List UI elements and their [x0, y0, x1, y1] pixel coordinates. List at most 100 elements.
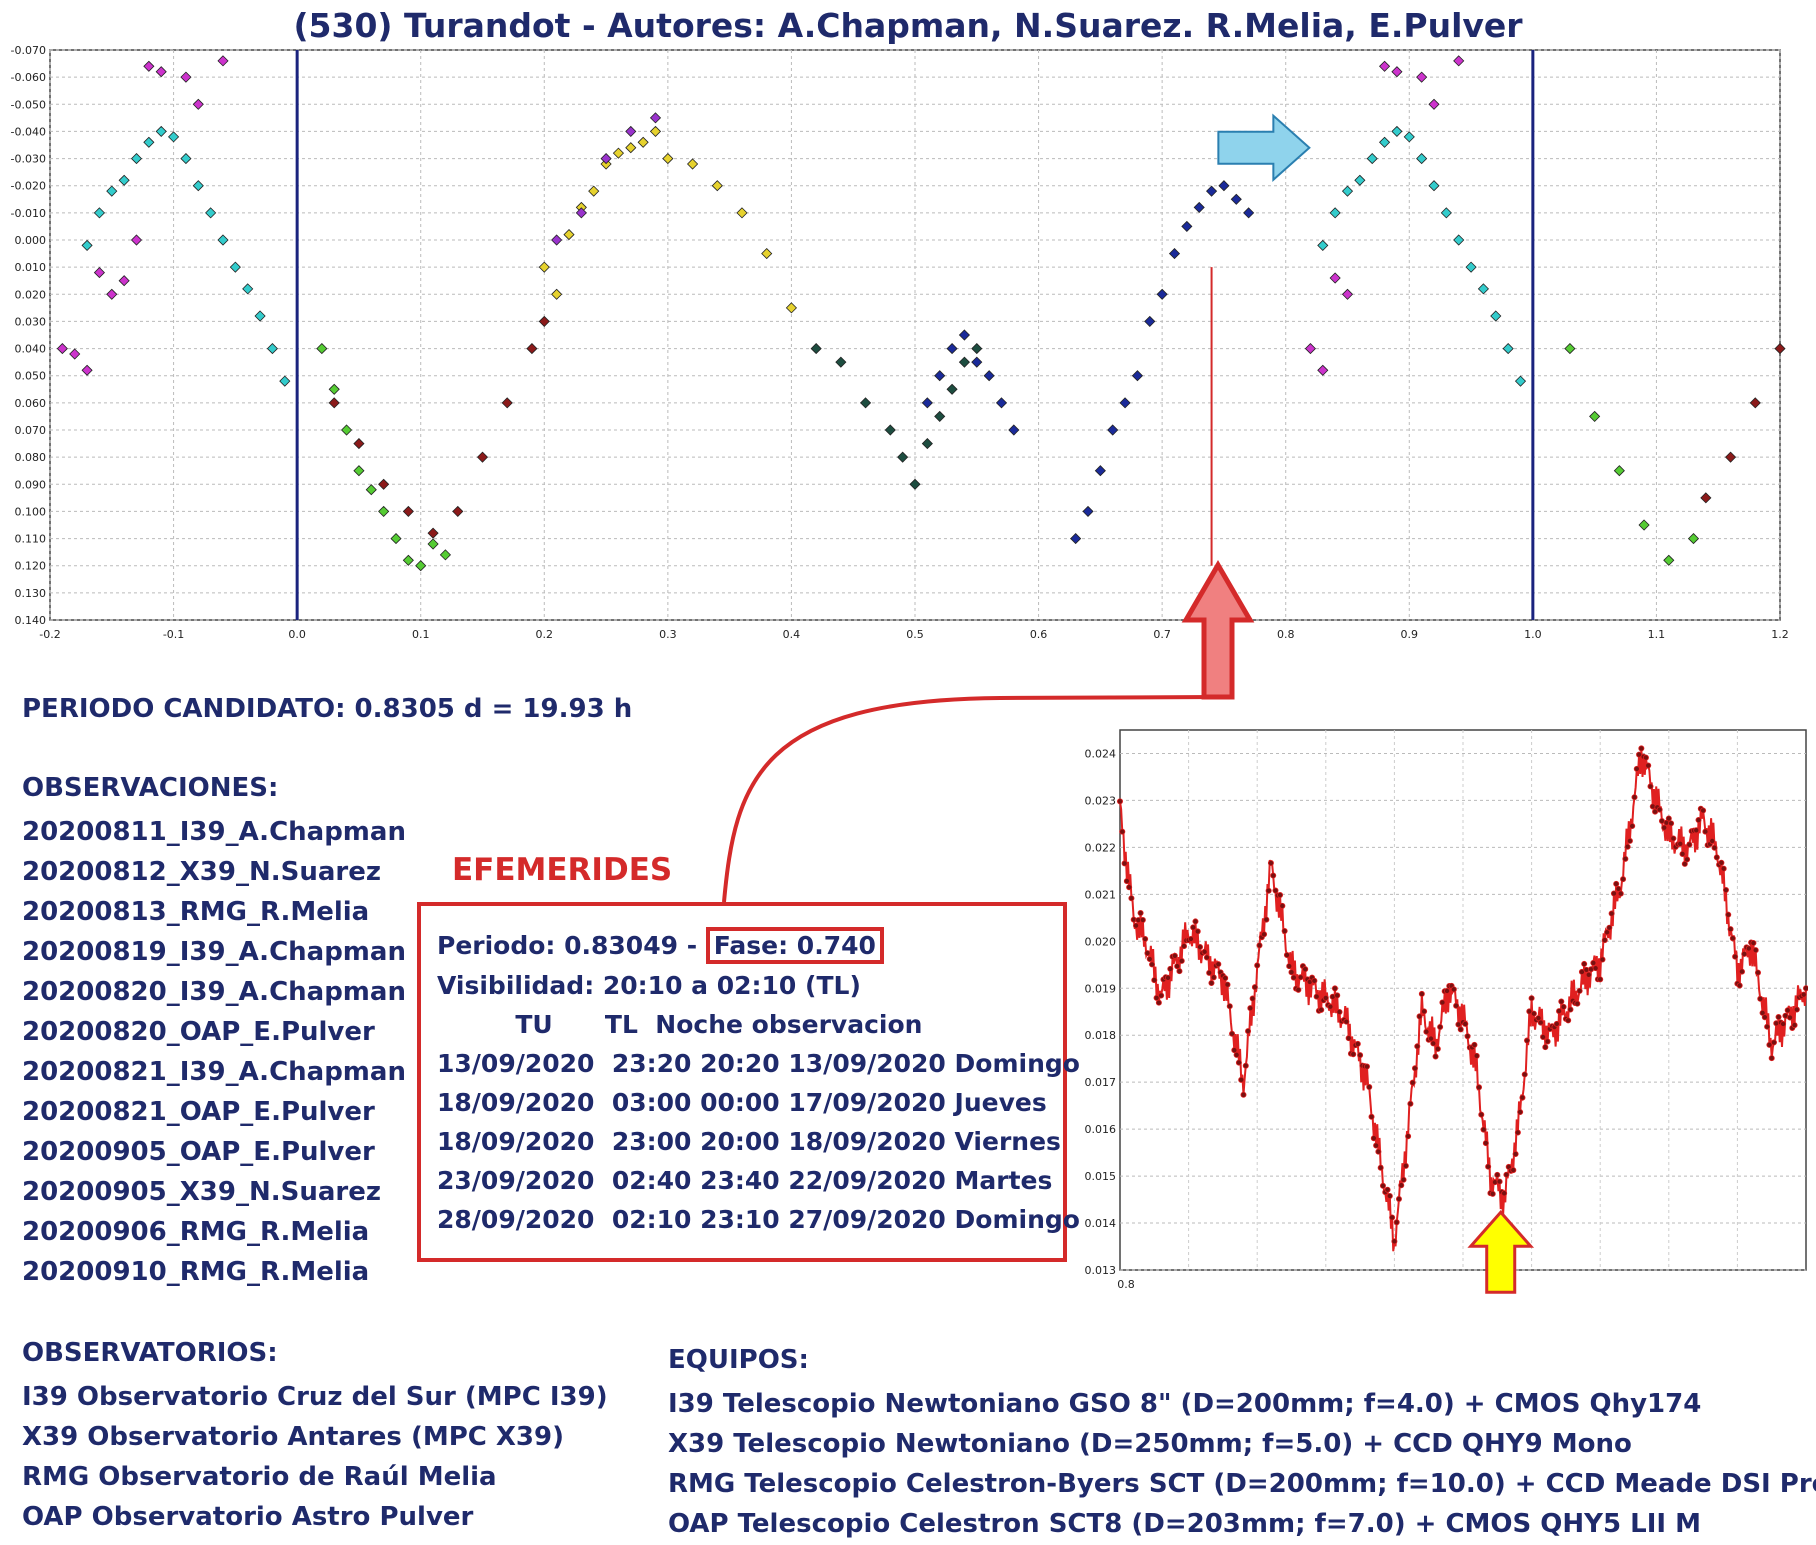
inset-data-point	[1784, 1007, 1791, 1014]
inset-data-point	[1565, 1017, 1572, 1024]
data-point	[921, 397, 933, 409]
inset-y-tick-label: 0.022	[1085, 841, 1117, 854]
observacion-item: 20200905_X39_N.Suarez	[22, 1177, 381, 1207]
inset-data-point	[1178, 957, 1185, 964]
inset-data-point	[1418, 990, 1425, 997]
data-point	[810, 343, 822, 355]
inset-data-point	[1238, 1076, 1245, 1083]
inset-data-point	[1754, 969, 1761, 976]
y-tick-label: 0.020	[15, 288, 47, 301]
data-point	[341, 424, 353, 436]
data-point	[106, 185, 118, 197]
data-point	[501, 397, 513, 409]
data-point	[761, 248, 773, 260]
data-point	[378, 505, 390, 517]
inset-data-point	[1494, 1171, 1501, 1178]
data-point	[353, 465, 365, 477]
data-point	[600, 153, 612, 165]
inset-data-point	[1295, 986, 1302, 993]
data-point	[1700, 492, 1712, 504]
inset-data-point	[1421, 1008, 1428, 1015]
data-point	[687, 158, 699, 170]
inset-data-point	[1489, 1190, 1496, 1197]
inset-data-point	[1464, 1033, 1471, 1040]
inset-data-point	[1800, 991, 1807, 998]
observatorios-heading: OBSERVATORIOS:	[22, 1338, 278, 1368]
inset-data-point	[1613, 880, 1620, 887]
data-point	[711, 180, 723, 192]
inset-data-point	[1242, 1062, 1249, 1069]
data-point	[1329, 272, 1341, 284]
efemerides-periodo: Periodo: 0.83049 -	[437, 931, 706, 960]
inset-data-point	[1155, 999, 1162, 1006]
inset-data-point	[1215, 961, 1222, 968]
efemerides-visibilidad: Visibilidad: 20:10 a 02:10 (TL)	[437, 971, 861, 1000]
inset-data-point	[1725, 911, 1732, 918]
inset-y-tick-label: 0.017	[1085, 1076, 1117, 1089]
y-tick-label: -0.020	[11, 180, 46, 193]
inset-data-point	[1736, 982, 1743, 989]
inset-data-point	[1377, 1164, 1384, 1171]
data-point	[1379, 136, 1391, 148]
inset-data-point	[1482, 1140, 1489, 1147]
inset-data-point	[1631, 794, 1638, 801]
y-tick-label: -0.040	[11, 125, 46, 138]
inset-data-point	[1558, 998, 1565, 1005]
inset-data-point	[1761, 1014, 1768, 1021]
inset-data-point	[1123, 878, 1130, 885]
data-point	[353, 438, 365, 450]
data-point	[946, 343, 958, 355]
inset-y-tick-label: 0.020	[1085, 935, 1117, 948]
inset-data-point	[1757, 995, 1764, 1002]
inset-data-point	[1267, 860, 1274, 867]
inset-data-point	[1601, 937, 1608, 944]
inset-data-point	[1711, 844, 1718, 851]
data-point	[1354, 174, 1366, 186]
inset-data-point	[1437, 1023, 1444, 1030]
efemerides-box: Periodo: 0.83049 - Fase: 0.740 Visibilid…	[417, 902, 1080, 1262]
inset-data-point	[1345, 1035, 1352, 1042]
inset-data-point	[1142, 935, 1149, 942]
data-point	[81, 364, 93, 376]
inset-y-tick-label: 0.024	[1085, 747, 1117, 760]
inset-data-point	[1745, 945, 1752, 952]
data-point	[1156, 288, 1168, 300]
observaciones-heading: OBSERVACIONES:	[22, 773, 279, 803]
inset-data-point	[1302, 966, 1309, 973]
equipo-item: OAP Telescopio Celestron SCT8 (D=203mm; …	[668, 1509, 1701, 1539]
inset-data-point	[1400, 1176, 1407, 1183]
data-point	[736, 207, 748, 219]
data-point	[526, 343, 538, 355]
data-point	[625, 125, 637, 137]
data-point	[1589, 410, 1601, 422]
inset-data-point	[1375, 1148, 1382, 1155]
inset-data-point	[1386, 1192, 1393, 1199]
inset-data-point	[1265, 887, 1272, 894]
data-point	[1687, 533, 1700, 545]
data-point	[415, 560, 427, 572]
inset-data-point	[1384, 1186, 1391, 1193]
inset-data-point	[1432, 1053, 1439, 1060]
data-point	[909, 478, 921, 490]
inset-data-point	[1139, 916, 1146, 923]
inset-data-point	[1331, 985, 1338, 992]
data-point	[662, 153, 674, 165]
data-point	[1082, 505, 1094, 517]
y-tick-label: 0.080	[15, 451, 47, 464]
data-point	[279, 375, 291, 387]
data-point	[958, 356, 970, 368]
inset-data-point	[1322, 994, 1329, 1001]
inset-data-point	[1286, 963, 1293, 970]
data-point	[402, 505, 414, 517]
inset-data-point	[1190, 924, 1197, 931]
y-tick-label: -0.070	[11, 44, 46, 57]
data-point	[1774, 343, 1786, 355]
inset-data-point	[1629, 823, 1636, 830]
data-point	[192, 180, 204, 192]
inset-data-point	[1542, 1044, 1549, 1051]
inset-data-point	[1137, 910, 1144, 917]
inset-data-point	[1153, 994, 1160, 1001]
inset-y-tick-label: 0.016	[1085, 1123, 1117, 1136]
inset-data-point	[1656, 806, 1663, 813]
data-point	[588, 185, 600, 197]
